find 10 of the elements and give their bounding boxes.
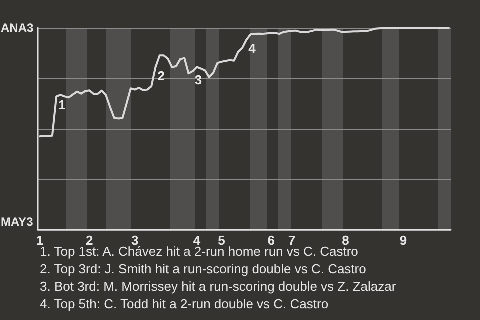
text: 4. Top 5th: C. Todd hit a 2-run double vs C. Castro xyxy=(40,296,329,312)
text: 3. Bot 3rd: M. Morrissey hit a run-scoring double vs Z. Zalazar xyxy=(40,279,397,294)
text: MAY3 xyxy=(1,215,34,229)
annotation: 1 xyxy=(58,98,66,113)
text: 2. Top 3rd: J. Smith hit a run-scoring double vs C. Castro xyxy=(40,262,366,276)
annotation: 4 xyxy=(248,41,257,56)
x-tick-label: 9 xyxy=(400,233,408,248)
annotation: 2 xyxy=(158,68,165,84)
annotation: 3 xyxy=(194,72,202,88)
text: ANA3 xyxy=(1,21,34,35)
